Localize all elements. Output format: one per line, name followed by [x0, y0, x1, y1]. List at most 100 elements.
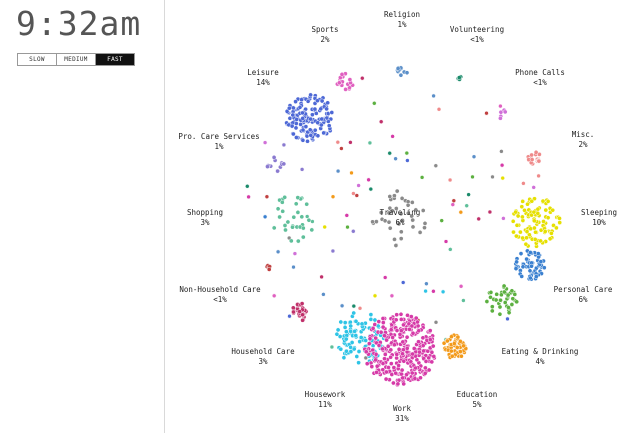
dot-shopping [271, 225, 277, 231]
dot-work [399, 367, 405, 373]
dot-work [408, 314, 414, 319]
dot-housework [368, 317, 374, 322]
dot-work [388, 361, 394, 366]
dot-traveling [422, 225, 427, 231]
dot-housework [342, 325, 348, 330]
dot-in-transit [372, 101, 377, 106]
dot-work [376, 319, 382, 324]
dot-work [426, 367, 432, 373]
dot-housework [343, 336, 349, 342]
dot-sleeping [511, 229, 516, 235]
dot-in-transit [321, 292, 326, 297]
dot-in-transit [450, 202, 456, 207]
dot-personal-care [519, 274, 525, 279]
dot-in-transit [287, 313, 292, 319]
dot-sleeping [531, 209, 537, 215]
dot-leisure [303, 124, 309, 129]
dot-sleeping [527, 232, 532, 238]
dot-in-transit [476, 216, 481, 222]
dot-sleeping [542, 229, 548, 234]
dot-personal-care [528, 250, 533, 255]
dot-work [418, 375, 423, 381]
dot-work [412, 376, 418, 381]
dot-in-transit [431, 289, 436, 294]
dot-work [426, 355, 432, 361]
dot-shopping [300, 234, 306, 240]
dot-shopping [295, 238, 301, 244]
dot-leisure [290, 112, 296, 118]
dot-traveling [420, 208, 426, 213]
dot-leisure [284, 108, 290, 114]
dot-shopping [279, 199, 285, 205]
dot-sleeping [532, 225, 537, 231]
dot-shopping [277, 214, 282, 220]
label-pct-household-care: 3% [258, 357, 268, 366]
dot-in-transit [319, 274, 324, 280]
speed-medium-button[interactable]: MEDIUM [57, 54, 96, 65]
dot-traveling [392, 193, 397, 199]
dot-in-transit [378, 119, 384, 124]
dot-work [372, 322, 378, 327]
dot-work [392, 342, 397, 348]
dot-in-transit [466, 192, 471, 197]
label-name-misc: Misc. [571, 130, 595, 139]
dot-traveling [393, 243, 399, 248]
dot-leisure [318, 106, 324, 112]
dot-education [448, 348, 454, 354]
dot-in-transit [405, 158, 410, 163]
dot-personal-care [514, 259, 519, 265]
dot-sleeping [549, 230, 554, 236]
label-pct-shopping: 3% [200, 218, 210, 227]
dot-traveling [410, 224, 416, 230]
dot-work [409, 323, 415, 329]
dot-work [386, 365, 391, 370]
dot-leisure [326, 123, 332, 129]
dot-eating-drinking [501, 283, 507, 289]
dot-eating-drinking [509, 288, 515, 294]
dot-in-transit [470, 174, 475, 180]
dots-in-transit [245, 75, 541, 361]
dot-work [363, 349, 369, 355]
dot-in-transit [372, 293, 378, 299]
dot-sleeping [520, 235, 525, 241]
dot-in-transit [329, 344, 335, 350]
label-personal-care: Personal Care 6% [554, 285, 613, 305]
dot-work [380, 320, 386, 325]
dot-leisure [294, 117, 300, 122]
dot-housework [351, 346, 357, 352]
dot-housework [359, 321, 365, 327]
dot-housework [341, 355, 347, 361]
dot-work [397, 332, 403, 337]
dot-work [394, 352, 400, 357]
dot-in-transit [246, 194, 251, 200]
dot-shopping [306, 217, 312, 223]
dot-eating-drinking [499, 292, 504, 298]
dot-in-transit [292, 251, 298, 256]
dot-shopping [293, 201, 299, 207]
speed-slow-button[interactable]: SLOW [18, 54, 57, 65]
dot-work [417, 349, 422, 355]
dot-education [454, 345, 460, 350]
dot-traveling [405, 210, 411, 216]
dot-shopping [300, 225, 306, 231]
dot-work [405, 376, 411, 382]
dot-sleeping [522, 207, 527, 213]
dot-leisure [286, 105, 292, 111]
label-name-phone-calls: Phone Calls [515, 68, 565, 77]
dot-work [409, 370, 415, 376]
dot-work [413, 365, 418, 371]
dot-housework [349, 340, 355, 345]
dot-sleeping [535, 210, 541, 216]
dot-shopping [283, 227, 288, 233]
dot-work [380, 316, 386, 321]
label-name-eating-drinking: Eating & Drinking [501, 347, 579, 356]
dot-education [458, 349, 463, 354]
dot-eating-drinking [510, 296, 516, 302]
speed-fast-button[interactable]: FAST [96, 54, 134, 65]
dot-leisure [315, 120, 321, 126]
dot-in-transit [404, 150, 410, 156]
dot-sports [339, 72, 345, 77]
dot-in-transit [387, 150, 392, 156]
dot-personal-care [520, 264, 526, 270]
dot-work [401, 381, 407, 387]
